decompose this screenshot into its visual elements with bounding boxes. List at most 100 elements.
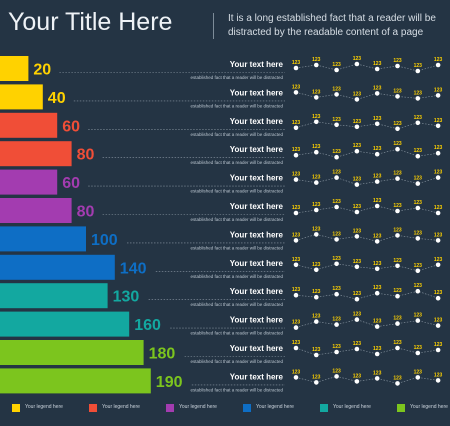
bar-value-label: 140 <box>120 260 147 277</box>
sparkline-point-label: 123 <box>332 286 341 292</box>
row-caption: established fact that a reader will be d… <box>190 132 283 137</box>
sparkline-point-label: 123 <box>414 263 423 269</box>
sparkline-point-label: 123 <box>373 233 382 239</box>
legend-swatch <box>320 404 328 412</box>
sparkline-point-label: 123 <box>353 56 362 62</box>
sparkline-point-label: 123 <box>373 370 382 376</box>
sparkline-point-label: 123 <box>434 232 443 238</box>
bar <box>0 311 130 337</box>
bar-chart: 20 Your text here established fact that a … <box>0 56 443 394</box>
sparkline-path <box>295 205 439 214</box>
sparkline-point <box>334 261 339 267</box>
sparkline-point <box>293 210 299 216</box>
page-title: Your Title Here <box>8 8 173 36</box>
sparkline-point <box>334 67 339 73</box>
row-caption: established fact that a reader will be d… <box>190 217 283 222</box>
row-caption: established fact that a reader will be d… <box>190 331 283 336</box>
sparkline-point <box>354 317 360 322</box>
sparkline-point-label: 123 <box>393 88 402 94</box>
sparkline-point <box>334 237 339 242</box>
sparkline-point-label: 123 <box>332 117 341 123</box>
sparkline-point <box>354 61 360 67</box>
sparkline-point <box>374 121 380 127</box>
sparkline-point-label: 123 <box>393 58 402 64</box>
sparkline-point <box>354 234 360 239</box>
sparkline-point <box>354 209 360 215</box>
legend-swatch <box>397 404 405 412</box>
bar-value-label: 80 <box>77 147 95 164</box>
bar <box>0 368 151 394</box>
row-caption: established fact that a reader will be d… <box>190 302 283 307</box>
sparkline-point-label: 123 <box>292 120 301 126</box>
sparkline-point-label: 123 <box>353 341 362 347</box>
sparkline-point <box>314 267 319 273</box>
sparkline-point <box>435 210 441 216</box>
sparkline-point <box>293 177 299 182</box>
sparkline-point <box>395 63 400 69</box>
sparkline-point <box>314 207 319 213</box>
sparkline-point-label: 123 <box>373 285 382 291</box>
row-caption: established fact that a reader will be d… <box>190 245 283 250</box>
bar <box>0 169 58 195</box>
sparkline-point <box>293 90 299 95</box>
sparkline-point <box>334 154 339 160</box>
sparkline-point-label: 123 <box>332 317 341 323</box>
sparkline-point-label: 123 <box>434 372 443 378</box>
sparkline-point <box>374 376 380 381</box>
sparkline-point-label: 123 <box>292 287 301 293</box>
sparkline-point-label: 123 <box>332 368 341 374</box>
sparkline-point-label: 123 <box>332 231 341 237</box>
sparkline-point <box>334 291 339 297</box>
sparkline-point <box>435 347 441 353</box>
sparkline-point-label: 123 <box>434 170 443 176</box>
sparkline-point-label: 123 <box>292 257 301 263</box>
bar-value-label: 180 <box>149 346 176 363</box>
sparkline-point-label: 123 <box>373 85 382 91</box>
legend-swatch <box>166 404 174 412</box>
sparkline-point <box>395 176 400 181</box>
sparkline-point <box>314 294 319 300</box>
sparkline-point-label: 123 <box>292 84 301 90</box>
sparkline-point <box>293 345 299 351</box>
sparkline-point-label: 123 <box>292 340 301 346</box>
sparkline-point <box>395 126 400 132</box>
legend-label: Your legend here <box>256 404 294 410</box>
sparkline-point <box>374 66 380 72</box>
sparkline-point <box>293 262 299 268</box>
sparkline-point-label: 123 <box>353 204 362 210</box>
sparkline-point <box>374 179 380 184</box>
sparkline-point <box>395 381 400 386</box>
sparkline-point-label: 123 <box>414 313 423 319</box>
sparkline-point-label: 123 <box>332 62 341 68</box>
sparkline-path <box>295 319 439 328</box>
row-title: Your text here <box>230 259 284 268</box>
sparkline-point-label: 123 <box>393 141 402 147</box>
sparkline-point-label: 123 <box>393 288 402 294</box>
sparkline-point-label: 123 <box>414 283 423 289</box>
sparkline-point-label: 123 <box>373 198 382 204</box>
sparkline-point <box>374 266 380 272</box>
sparkline-point <box>415 68 421 74</box>
sparkline-point <box>415 375 421 380</box>
sparkline-point-label: 123 <box>393 316 402 322</box>
sparkline-point-label: 123 <box>292 172 301 178</box>
row-title: Your text here <box>230 145 284 154</box>
sparkline-point-label: 123 <box>373 174 382 180</box>
legend-swatch <box>89 404 97 412</box>
sparkline-point-label: 123 <box>353 119 362 125</box>
legend-label: Your legend here <box>25 404 63 410</box>
sparkline-point <box>293 292 299 298</box>
sparkline-point <box>374 239 380 244</box>
sparkline-point-label: 123 <box>393 375 402 381</box>
sparkline-point-label: 123 <box>393 171 402 177</box>
row-caption: established fact that a reader will be d… <box>190 189 283 194</box>
sparkline-point <box>435 378 441 383</box>
sparkline-point-label: 123 <box>373 116 382 122</box>
sparkline-point-label: 123 <box>312 347 321 353</box>
row-title: Your text here <box>230 372 284 381</box>
sparkline-point-label: 123 <box>332 344 341 350</box>
sparkline-point <box>293 65 299 71</box>
sparkline-point-label: 123 <box>414 200 423 206</box>
sparkline-point <box>374 203 380 209</box>
legend-label: Your legend here <box>102 404 140 410</box>
